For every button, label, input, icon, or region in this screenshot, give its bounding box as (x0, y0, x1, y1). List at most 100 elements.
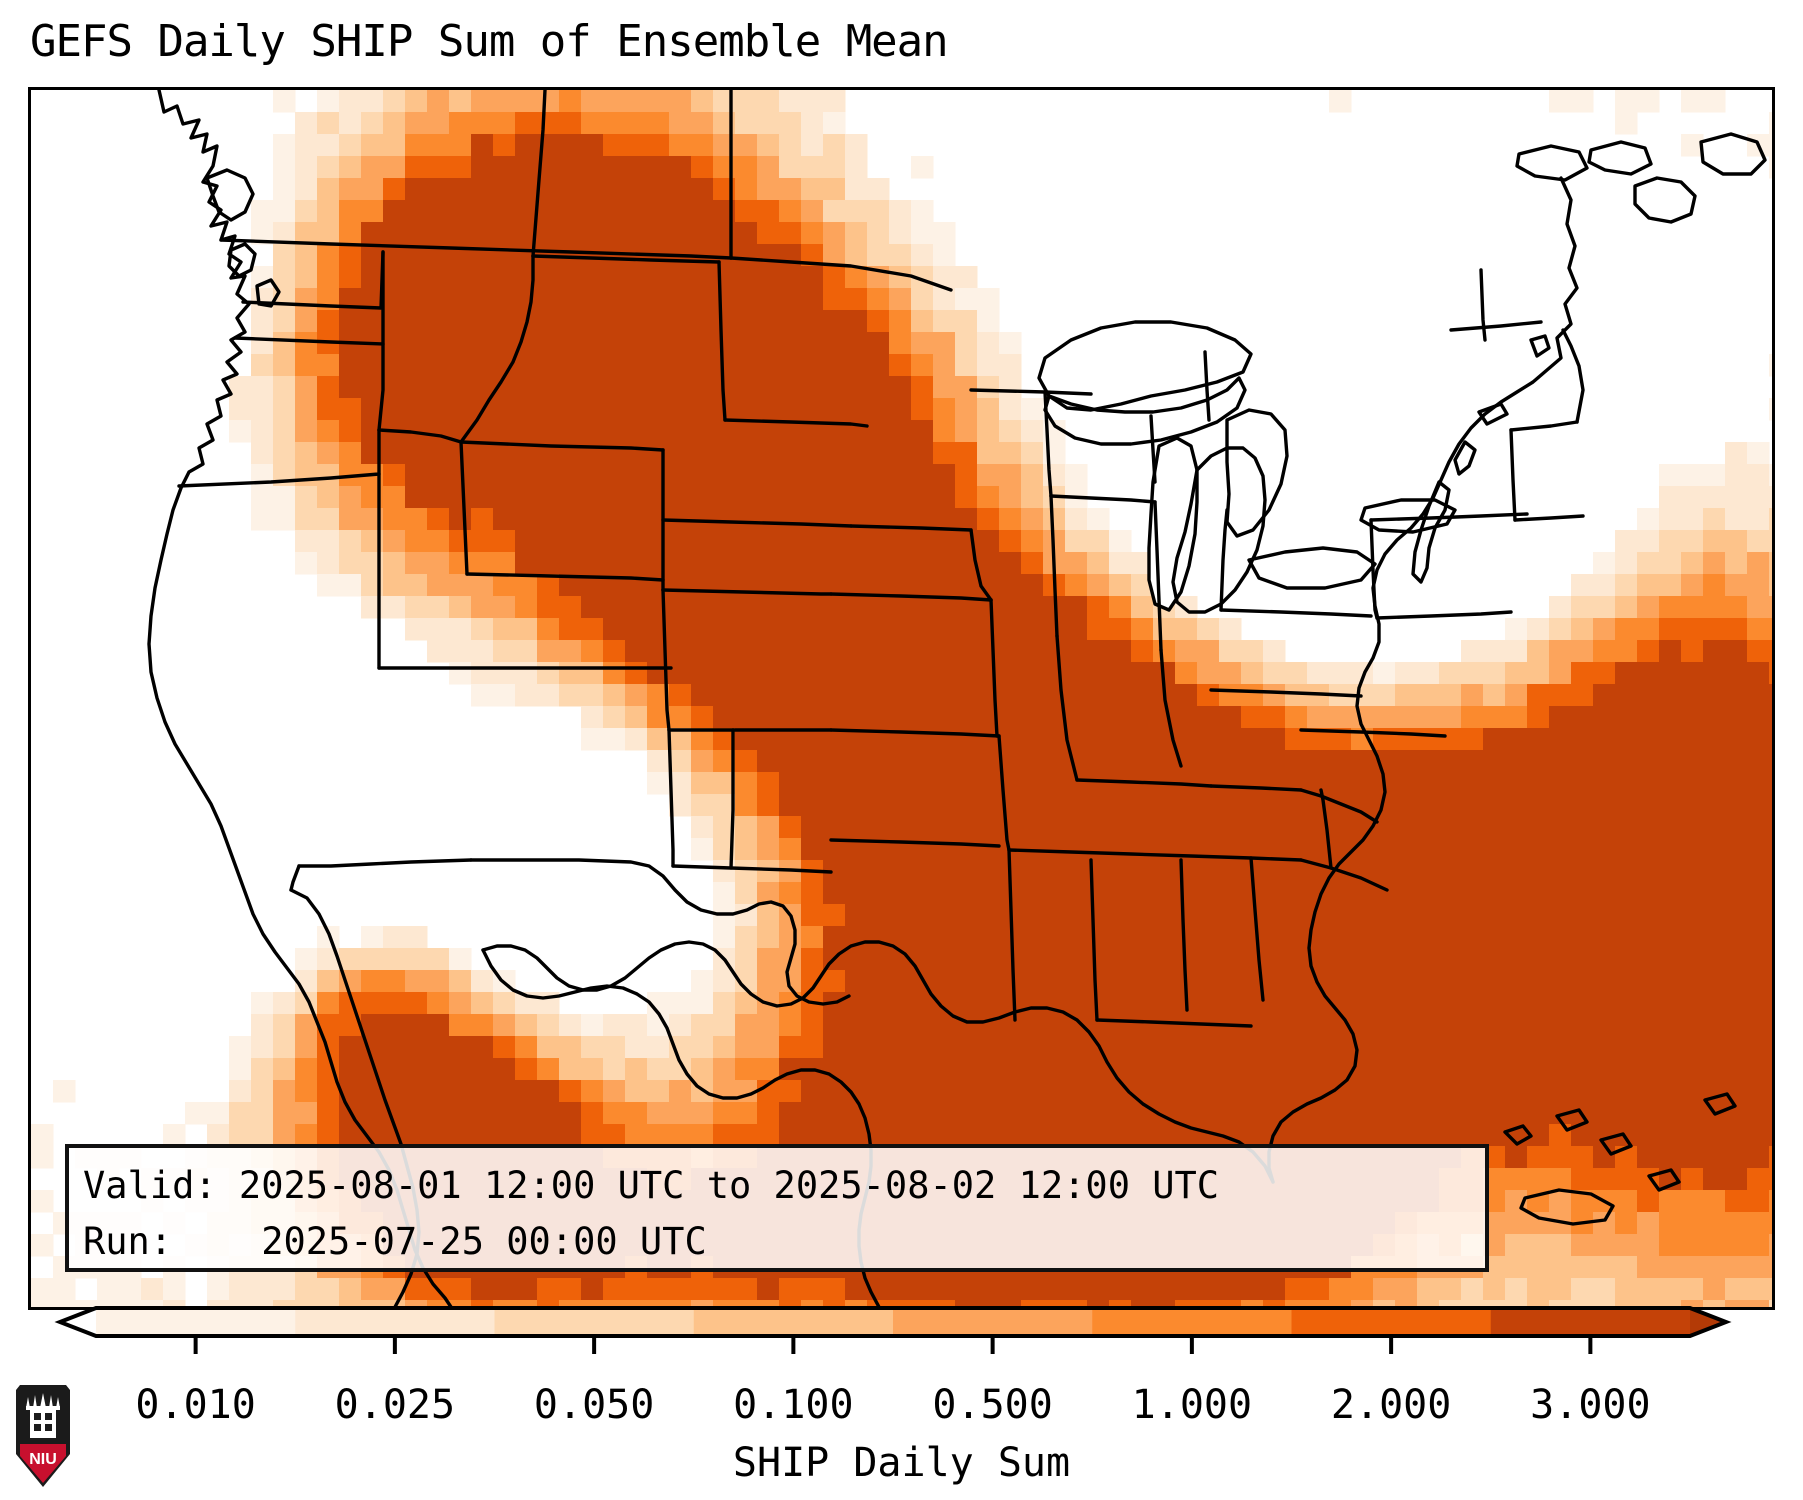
raster-cell (119, 1278, 142, 1301)
raster-cell (1615, 794, 1638, 817)
raster-cell (1043, 662, 1066, 685)
raster-cell (537, 596, 560, 619)
raster-cell (779, 750, 802, 773)
raster-cell (1131, 882, 1154, 905)
raster-cell (1549, 772, 1572, 795)
raster-cell (933, 838, 956, 861)
raster-cell (691, 992, 714, 1015)
raster-cell (1571, 618, 1594, 641)
raster-cell (1131, 794, 1154, 817)
raster-cell (1043, 618, 1066, 641)
raster-cell (779, 1102, 802, 1125)
raster-cell (1725, 684, 1748, 707)
raster-cell (1197, 1278, 1220, 1301)
long-island (1529, 334, 1551, 358)
raster-cell (1747, 882, 1770, 905)
raster-cell (1725, 706, 1748, 729)
raster-cell (1461, 1102, 1484, 1125)
raster-cell (713, 288, 736, 311)
raster-cell (713, 464, 736, 487)
raster-cell (647, 266, 670, 289)
raster-cell (471, 266, 494, 289)
raster-cell (1109, 552, 1132, 575)
border-nd-mn (717, 260, 727, 422)
raster-cell (933, 1036, 956, 1059)
raster-cell (1615, 1014, 1638, 1037)
raster-cell (537, 1036, 560, 1059)
raster-cell (471, 574, 494, 597)
raster-cell (1241, 970, 1264, 993)
raster-cell (845, 1014, 868, 1037)
raster-cell (581, 90, 604, 113)
raster-cell (1219, 1058, 1242, 1081)
raster-cell (1615, 904, 1638, 927)
page-title: GEFS Daily SHIP Sum of Ensemble Mean (30, 16, 949, 67)
raster-cell (1197, 1300, 1220, 1307)
raster-cell (911, 1300, 934, 1307)
raster-cell (933, 948, 956, 971)
bahamas-5 (1703, 1092, 1737, 1116)
raster-cell (691, 420, 714, 443)
border-wa-or (233, 336, 385, 346)
raster-cell (735, 508, 758, 531)
raster-cell (427, 354, 450, 377)
raster-cell (779, 794, 802, 817)
raster-cell (1615, 1278, 1638, 1301)
raster-cell (317, 970, 340, 993)
usmexico-border-california (289, 864, 301, 892)
raster-cell (1571, 596, 1594, 619)
raster-cell (361, 90, 384, 113)
colorbar-tick-label: 3.000 (1530, 1382, 1651, 1428)
raster-cell (1197, 706, 1220, 729)
raster-cell (537, 178, 560, 201)
raster-cell (1175, 926, 1198, 949)
raster-cell (251, 1124, 274, 1147)
raster-cell (1439, 706, 1462, 729)
raster-cell (867, 442, 890, 465)
raster-cell (295, 398, 318, 421)
raster-cell (1681, 926, 1704, 949)
raster-cell (317, 1300, 340, 1307)
raster-cell (1769, 728, 1772, 751)
raster-cell (493, 200, 516, 223)
raster-cell (537, 1278, 560, 1301)
raster-cell (977, 706, 1000, 729)
raster-cell (405, 398, 428, 421)
atlantic-coastline (1267, 176, 1579, 1184)
raster-cell (647, 684, 670, 707)
raster-cell (515, 156, 538, 179)
raster-cell (691, 442, 714, 465)
raster-cell (823, 1124, 846, 1147)
raster-cell (273, 222, 296, 245)
raster-cell (1021, 398, 1044, 421)
raster-cell (471, 530, 494, 553)
raster-cell (1461, 750, 1484, 773)
raster-cell (669, 486, 692, 509)
border-tx-nm-ok-panhandle (671, 864, 833, 874)
raster-cell (339, 398, 362, 421)
raster-cell (471, 992, 494, 1015)
raster-cell (823, 200, 846, 223)
raster-cell (735, 530, 758, 553)
raster-cell (537, 332, 560, 355)
raster-cell (889, 244, 912, 267)
raster-cell (1769, 970, 1772, 993)
delaware-bay (1453, 440, 1477, 476)
raster-cell (977, 552, 1000, 575)
raster-cell (339, 266, 362, 289)
raster-cell (471, 618, 494, 641)
raster-cell (713, 266, 736, 289)
raster-cell (1725, 882, 1748, 905)
raster-cell (1615, 706, 1638, 729)
raster-cell (229, 1278, 252, 1301)
raster-cell (691, 200, 714, 223)
raster-cell (1505, 662, 1528, 685)
raster-cell (757, 156, 780, 179)
raster-cell (713, 728, 736, 751)
raster-cell (427, 288, 450, 311)
raster-cell (493, 618, 516, 641)
raster-cell (471, 640, 494, 663)
raster-cell (691, 508, 714, 531)
raster-cell (1659, 772, 1682, 795)
raster-cell (933, 222, 956, 245)
